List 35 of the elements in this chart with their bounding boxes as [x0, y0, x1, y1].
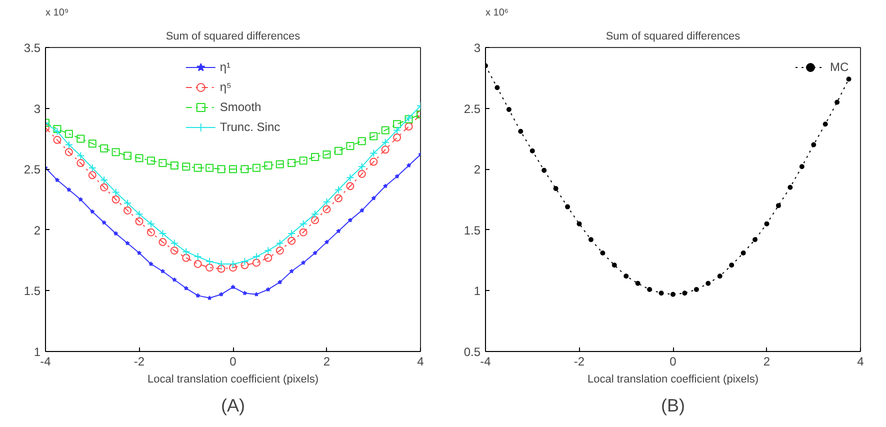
y-tick-label: 2.5 — [24, 162, 41, 177]
x-tick-label: 2 — [323, 354, 330, 368]
y-tick-label: 3 — [474, 41, 481, 55]
y-tick-label: 1 — [34, 345, 41, 359]
x-tick-label: -4 — [480, 354, 492, 368]
legend-label: η¹ — [220, 60, 232, 74]
text: (B) — [661, 396, 686, 416]
legend-label: Trunc. Sinc — [220, 120, 280, 134]
y-tick-label: 1.5 — [24, 284, 41, 298]
x-tick-label: 4 — [417, 354, 424, 368]
y-tick-label: 2.5 — [464, 102, 481, 116]
y-tick-label: 1 — [474, 284, 481, 298]
y-tick-label: 0.5 — [464, 345, 481, 359]
x-tick-label: 4 — [857, 354, 864, 368]
x-axis-title: Local translation coefficient (pixels) — [588, 374, 759, 386]
legend-label: η⁵ — [220, 80, 233, 94]
y-tick-label: 1.5 — [464, 223, 481, 238]
chart-title: Sum of squared differences — [606, 30, 741, 42]
x-tick-label: 2 — [763, 354, 770, 368]
y-tick-label: 3 — [34, 102, 41, 116]
x-tick-label: -4 — [40, 354, 52, 368]
x-tick-label: 0 — [230, 354, 237, 368]
text: (A) — [221, 396, 246, 416]
x-tick-label: -2 — [574, 354, 585, 368]
legend-label: MC — [830, 60, 850, 74]
y-tick-label: 2 — [34, 223, 41, 238]
text: x 10⁹ — [46, 8, 69, 18]
y-tick-label: 2 — [474, 162, 481, 177]
x-tick-label: -2 — [134, 354, 145, 368]
y-tick-label: 3.5 — [24, 41, 41, 55]
text: x 10⁶ — [486, 8, 509, 18]
chart-title: Sum of squared differences — [166, 30, 301, 42]
x-axis-title: Local translation coefficient (pixels) — [148, 374, 319, 386]
x-tick-label: 0 — [670, 354, 677, 368]
legend-label: Smooth — [220, 100, 262, 114]
